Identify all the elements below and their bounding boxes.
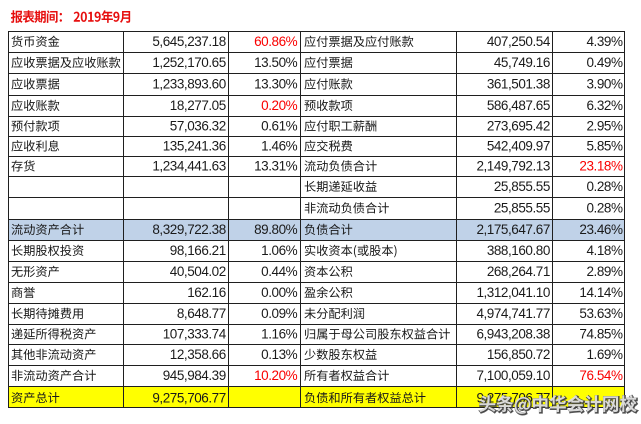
svg-text:1.69%: 1.69% xyxy=(586,347,622,362)
svg-text:98,166.21: 98,166.21 xyxy=(170,243,226,258)
svg-text:1.06%: 1.06% xyxy=(261,243,297,258)
svg-text:361,501.38: 361,501.38 xyxy=(487,77,550,92)
svg-text:8,329,722.38: 8,329,722.38 xyxy=(152,222,225,237)
svg-text:273,695.42: 273,695.42 xyxy=(487,119,550,134)
svg-text:107,333.74: 107,333.74 xyxy=(163,327,227,342)
svg-text:0.00%: 0.00% xyxy=(261,285,297,300)
svg-text:13.50%: 13.50% xyxy=(254,55,298,70)
svg-text:156,850.72: 156,850.72 xyxy=(487,347,550,362)
svg-text:18,277.05: 18,277.05 xyxy=(170,98,226,113)
svg-text:76.54%: 76.54% xyxy=(579,368,623,383)
svg-text:23.18%: 23.18% xyxy=(579,159,623,174)
svg-text:57,036.32: 57,036.32 xyxy=(170,119,226,134)
svg-text:53.63%: 53.63% xyxy=(579,306,623,321)
svg-text:0.61%: 0.61% xyxy=(261,119,297,134)
svg-text:2.89%: 2.89% xyxy=(586,264,622,279)
svg-text:8,648.77: 8,648.77 xyxy=(177,306,226,321)
svg-text:13.30%: 13.30% xyxy=(254,77,298,92)
svg-text:12,358.66: 12,358.66 xyxy=(170,347,226,362)
svg-text:0.44%: 0.44% xyxy=(261,264,297,279)
svg-text:25,855.55: 25,855.55 xyxy=(494,201,550,216)
svg-text:89.80%: 89.80% xyxy=(254,222,298,237)
svg-text:2,149,792.13: 2,149,792.13 xyxy=(476,159,549,174)
svg-text:6,943,208.38: 6,943,208.38 xyxy=(476,327,549,342)
svg-text:14.14%: 14.14% xyxy=(579,285,623,300)
svg-text:945,984.39: 945,984.39 xyxy=(163,368,226,383)
svg-text:13.31%: 13.31% xyxy=(254,159,298,174)
svg-text:1.16%: 1.16% xyxy=(261,327,297,342)
svg-text:0.13%: 0.13% xyxy=(261,347,297,362)
svg-text:5,645,237.18: 5,645,237.18 xyxy=(152,34,225,49)
svg-text:25,855.55: 25,855.55 xyxy=(494,179,550,194)
svg-text:4.39%: 4.39% xyxy=(586,34,622,49)
svg-text:10.20%: 10.20% xyxy=(254,368,298,383)
svg-text:4,974,741.77: 4,974,741.77 xyxy=(476,306,549,321)
svg-text:0.09%: 0.09% xyxy=(261,306,297,321)
svg-text:23.46%: 23.46% xyxy=(579,222,623,237)
svg-text:74.85%: 74.85% xyxy=(579,327,623,342)
svg-text:407,250.54: 407,250.54 xyxy=(487,34,551,49)
svg-text:5.85%: 5.85% xyxy=(586,139,622,154)
svg-text:4.18%: 4.18% xyxy=(586,243,622,258)
svg-text:0.28%: 0.28% xyxy=(586,201,622,216)
svg-text:1,234,441.63: 1,234,441.63 xyxy=(152,159,225,174)
svg-text:542,409.97: 542,409.97 xyxy=(487,139,550,154)
svg-text:6.32%: 6.32% xyxy=(586,98,622,113)
svg-text:135,241.36: 135,241.36 xyxy=(163,139,226,154)
svg-text:0.49%: 0.49% xyxy=(586,55,622,70)
svg-text:162.16: 162.16 xyxy=(187,285,226,300)
svg-text:45,749.16: 45,749.16 xyxy=(494,55,550,70)
svg-text:9,275,706.77: 9,275,706.77 xyxy=(152,390,225,405)
svg-text:388,160.80: 388,160.80 xyxy=(487,243,550,258)
svg-text:1,312,041.10: 1,312,041.10 xyxy=(476,285,549,300)
svg-text:1,233,893.60: 1,233,893.60 xyxy=(152,77,225,92)
svg-text:40,504.02: 40,504.02 xyxy=(170,264,226,279)
svg-text:7,100,059.10: 7,100,059.10 xyxy=(476,368,549,383)
svg-text:1.46%: 1.46% xyxy=(261,139,297,154)
svg-text:0.28%: 0.28% xyxy=(586,179,622,194)
svg-text:9,275,706.77: 9,275,706.77 xyxy=(476,390,549,405)
svg-text:3.90%: 3.90% xyxy=(586,77,622,92)
svg-text:2.95%: 2.95% xyxy=(586,119,622,134)
svg-text:586,487.65: 586,487.65 xyxy=(487,98,550,113)
svg-text:60.86%: 60.86% xyxy=(254,34,298,49)
svg-text:2,175,647.67: 2,175,647.67 xyxy=(476,222,549,237)
svg-text:1,252,170.65: 1,252,170.65 xyxy=(152,55,225,70)
svg-text:268,264.71: 268,264.71 xyxy=(487,264,550,279)
svg-text:0.20%: 0.20% xyxy=(261,98,297,113)
